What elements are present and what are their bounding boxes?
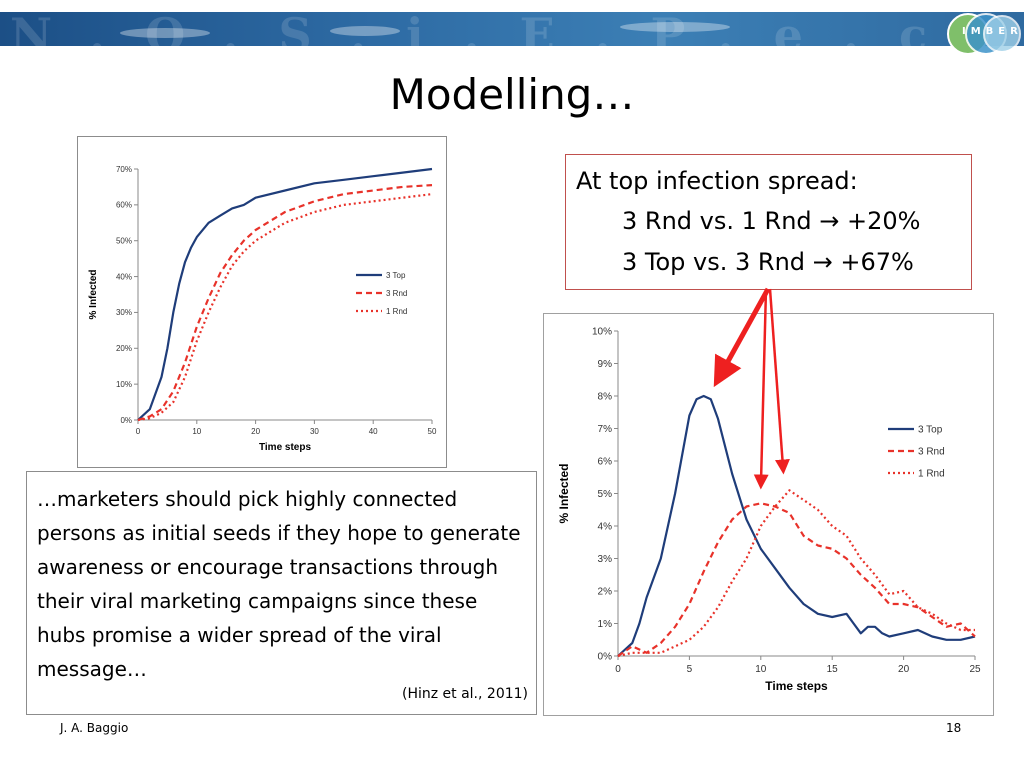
x-tick-label: 10 xyxy=(755,664,767,675)
y-tick-label: 30% xyxy=(116,308,132,317)
x-tick-label: 20 xyxy=(251,427,260,436)
legend-label: 3 Top xyxy=(918,425,943,436)
y-tick-label: 7% xyxy=(598,424,613,435)
x-tick-label: 5 xyxy=(687,664,693,675)
series-line-3-rnd xyxy=(137,184,433,422)
y-tick-label: 10% xyxy=(116,380,132,389)
series-line-3-top xyxy=(137,167,433,421)
legend-label: 1 Rnd xyxy=(386,307,407,316)
fish-decoration xyxy=(330,26,400,36)
y-tick-label: 50% xyxy=(116,237,132,246)
x-tick-label: 50 xyxy=(428,427,437,436)
header-banner: N.O.S.i.E.P.e.c xyxy=(0,12,1024,46)
series-line-3-rnd xyxy=(617,502,976,657)
rate-chart-svg: 0% 1% 2% 3% 4% 5% 6% 7% 8% 9% 10% 0 5 10 15 20 25 Time st… xyxy=(557,327,981,694)
x-tick-label: 30 xyxy=(310,427,319,436)
y-tick-label: 10% xyxy=(592,327,612,338)
citation: (Hinz et al., 2011) xyxy=(401,686,528,702)
y-tick-label: 6% xyxy=(598,457,613,468)
info-box: At top infection spread: 3 Rnd vs. 1 Rnd… xyxy=(565,154,972,290)
legend-label: 3 Top xyxy=(386,271,406,280)
y-axis-label: % Infected xyxy=(88,269,99,319)
cumulative-infection-chart: 0% 10% 20% 30% 40% 50% 60% 70% 0 10 20 30 40 50 Time s… xyxy=(77,136,447,468)
y-tick-label: 9% xyxy=(598,359,613,370)
banner-decoration: N.O.S.i.E.P.e.c xyxy=(10,12,967,46)
y-axis-label: % Infected xyxy=(557,463,571,523)
x-tick-label: 25 xyxy=(969,664,981,675)
legend-label: 3 Rnd xyxy=(918,447,945,458)
footer-author: J. A. Baggio xyxy=(60,721,129,735)
x-axis-label: Time steps xyxy=(765,679,828,693)
info-line-2: 3 Rnd vs. 1 Rnd → +20% xyxy=(622,207,921,235)
y-tick-label: 2% xyxy=(598,587,613,598)
fish-decoration xyxy=(120,28,210,38)
cumulative-chart-svg: 0% 10% 20% 30% 40% 50% 60% 70% 0 10 20 30 40 50 Time s… xyxy=(88,165,437,453)
series-line-1-rnd xyxy=(617,489,975,658)
y-tick-label: 0% xyxy=(120,416,132,425)
logo-text: IMBER xyxy=(962,26,1023,37)
x-tick-label: 15 xyxy=(827,664,839,675)
y-tick-label: 3% xyxy=(598,554,613,565)
y-tick-label: 1% xyxy=(598,619,613,630)
infection-rate-chart: 0% 1% 2% 3% 4% 5% 6% 7% 8% 9% 10% 0 5 10 15 20 25 Time st… xyxy=(543,313,994,716)
quote-box: …marketers should pick highly connected … xyxy=(26,471,537,715)
y-tick-label: 5% xyxy=(598,489,613,500)
page-number: 18 xyxy=(946,721,962,735)
info-line-3: 3 Top vs. 3 Rnd → +67% xyxy=(622,248,914,276)
y-tick-label: 60% xyxy=(116,201,132,210)
x-axis-label: Time steps xyxy=(259,442,311,453)
x-tick-label: 0 xyxy=(615,664,621,675)
y-tick-label: 40% xyxy=(116,272,132,281)
quote-text: …marketers should pick highly connected … xyxy=(37,487,521,681)
x-tick-label: 10 xyxy=(192,427,201,436)
y-tick-label: 4% xyxy=(598,522,613,533)
info-line-1: At top infection spread: xyxy=(576,167,858,195)
fish-decoration xyxy=(620,22,730,32)
legend-label: 3 Rnd xyxy=(386,289,407,298)
imber-logo xyxy=(947,13,1021,55)
y-tick-label: 8% xyxy=(598,392,613,403)
y-tick-label: 70% xyxy=(116,165,132,174)
slide-title: Modelling… xyxy=(389,70,635,119)
y-tick-label: 20% xyxy=(116,344,132,353)
x-tick-label: 40 xyxy=(369,427,378,436)
x-tick-label: 0 xyxy=(136,427,141,436)
y-tick-label: 0% xyxy=(598,652,613,663)
legend-label: 1 Rnd xyxy=(918,469,945,480)
series-line-1-rnd xyxy=(137,193,433,422)
series-line-3-top xyxy=(617,394,976,657)
x-tick-label: 20 xyxy=(898,664,910,675)
